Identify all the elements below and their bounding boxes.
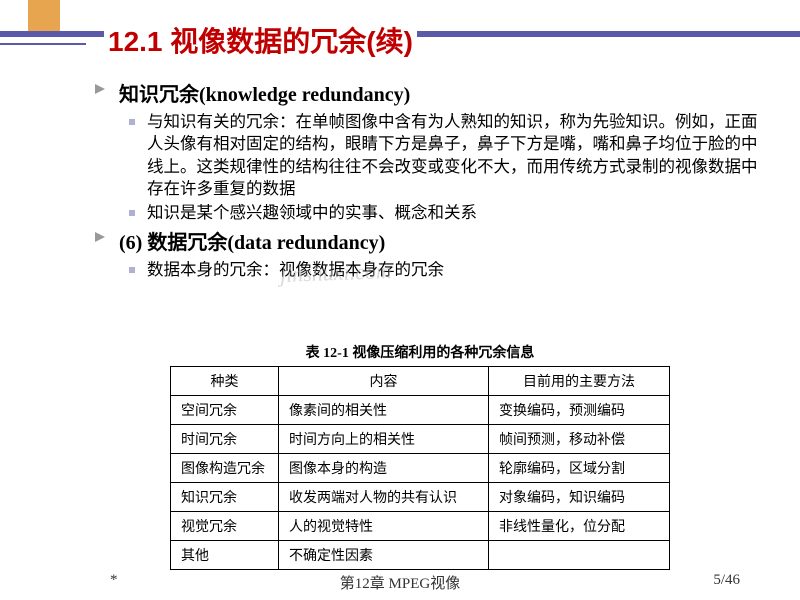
cell: 收发两端对人物的共有认识 (279, 483, 489, 512)
cell: 轮廓编码，区域分割 (489, 454, 670, 483)
table-header: 内容 (279, 367, 489, 396)
cell: 其他 (171, 541, 279, 570)
table-header-row: 种类 内容 目前用的主要方法 (171, 367, 670, 396)
bullet-sub: 数据本身的冗余：视像数据本身存的冗余 (95, 259, 765, 281)
cell: 时间方向上的相关性 (279, 425, 489, 454)
table-row: 其他 不确定性因素 (171, 541, 670, 570)
cell (489, 541, 670, 570)
bullet-sub: 与知识有关的冗余：在单帧图像中含有为人熟知的知识，称为先验知识。例如，正面人头像… (95, 111, 765, 200)
cell: 变换编码，预测编码 (489, 396, 670, 425)
cell: 人的视觉特性 (279, 512, 489, 541)
table-row: 图像构造冗余 图像本身的构造 轮廓编码，区域分割 (171, 454, 670, 483)
cell: 空间冗余 (171, 396, 279, 425)
cell: 非线性量化，位分配 (489, 512, 670, 541)
deco-line-thin (0, 43, 86, 45)
cell: 知识冗余 (171, 483, 279, 512)
cell: 图像构造冗余 (171, 454, 279, 483)
table: 种类 内容 目前用的主要方法 空间冗余 像素间的相关性 变换编码，预测编码 时间… (170, 366, 670, 570)
footer-right: 5/46 (713, 572, 740, 589)
deco-square (28, 0, 60, 32)
slide-title: 12.1 视像数据的冗余(续) (104, 20, 417, 60)
bullet-sub: 知识是某个感兴趣领域中的实事、概念和关系 (95, 202, 765, 224)
table-header: 目前用的主要方法 (489, 367, 670, 396)
table-header: 种类 (171, 367, 279, 396)
bullet-data-redundancy: (6) 数据冗余(data redundancy) (95, 226, 765, 255)
cell: 像素间的相关性 (279, 396, 489, 425)
cell: 不确定性因素 (279, 541, 489, 570)
cell: 视觉冗余 (171, 512, 279, 541)
footer-center: 第12章 MPEG视像 (0, 572, 800, 593)
bullet-knowledge-redundancy: 知识冗余(knowledge redundancy) (95, 78, 765, 107)
table-row: 空间冗余 像素间的相关性 变换编码，预测编码 (171, 396, 670, 425)
table-caption: 表 12-1 视像压缩利用的各种冗余信息 (170, 342, 670, 362)
table-row: 知识冗余 收发两端对人物的共有认识 对象编码，知识编码 (171, 483, 670, 512)
table-row: 视觉冗余 人的视觉特性 非线性量化，位分配 (171, 512, 670, 541)
cell: 对象编码，知识编码 (489, 483, 670, 512)
content-region: 知识冗余(knowledge redundancy) 与知识有关的冗余：在单帧图… (95, 78, 765, 284)
cell: 时间冗余 (171, 425, 279, 454)
table-row: 时间冗余 时间方向上的相关性 帧间预测，移动补偿 (171, 425, 670, 454)
cell: 图像本身的构造 (279, 454, 489, 483)
cell: 帧间预测，移动补偿 (489, 425, 670, 454)
redundancy-table: 表 12-1 视像压缩利用的各种冗余信息 种类 内容 目前用的主要方法 空间冗余… (170, 342, 670, 570)
